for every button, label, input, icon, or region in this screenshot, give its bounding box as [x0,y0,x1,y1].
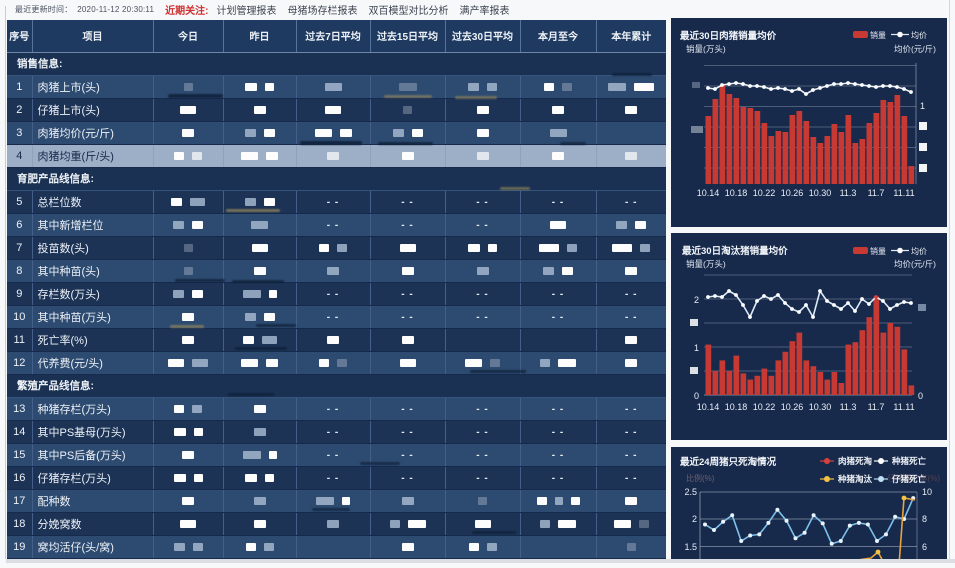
svg-text:10.26: 10.26 [781,188,804,198]
svg-text:销量(万头): 销量(万头) [686,259,726,269]
svg-text:10.26: 10.26 [781,402,804,412]
svg-text:最近30日肉猪销量均价: 最近30日肉猪销量均价 [680,30,777,42]
svg-text:10.30: 10.30 [809,402,832,412]
svg-text:11.7: 11.7 [868,188,885,198]
svg-text:10.30: 10.30 [809,188,832,198]
svg-text:比例(%): 比例(%) [686,473,715,483]
svg-text:10.22: 10.22 [753,402,776,412]
svg-text:0: 0 [918,391,923,401]
svg-text:均价(元/斤): 均价(元/斤) [894,44,936,54]
svg-text:6: 6 [922,542,927,552]
svg-text:种猪淘汰: 种猪淘汰 [837,474,873,484]
svg-text:销量: 销量 [870,246,886,256]
svg-text:11.3: 11.3 [840,402,857,412]
svg-text:10.18: 10.18 [725,188,748,198]
svg-text:10.22: 10.22 [753,188,776,198]
svg-text:11.11: 11.11 [893,188,914,198]
svg-text:2.5: 2.5 [684,487,697,497]
svg-text:1: 1 [920,101,925,111]
svg-text:8: 8 [922,514,927,524]
svg-text:均价: 均价 [911,30,927,40]
svg-text:仔猪死亡: 仔猪死亡 [892,474,927,484]
svg-text:销量(万头): 销量(万头) [686,44,726,54]
svg-text:1: 1 [694,343,699,353]
svg-text:11.3: 11.3 [840,188,857,198]
svg-text:10.14: 10.14 [697,188,720,198]
svg-text:10.18: 10.18 [725,402,748,412]
svg-text:2: 2 [694,295,699,305]
svg-text:均价(元/斤): 均价(元/斤) [894,259,936,269]
svg-text:销量: 销量 [870,30,886,40]
svg-text:10: 10 [922,487,932,497]
svg-text:10.14: 10.14 [697,402,720,412]
svg-text:最近30日淘汰猪销量均价: 最近30日淘汰猪销量均价 [682,245,788,257]
svg-text:均价: 均价 [911,246,927,256]
svg-text:2: 2 [692,514,697,524]
svg-text:种猪死亡: 种猪死亡 [891,456,927,466]
svg-text:最近24周猪只死淘情况: 最近24周猪只死淘情况 [680,456,777,468]
svg-text:1.5: 1.5 [684,542,697,552]
svg-text:肉猪死淘: 肉猪死淘 [838,456,873,466]
svg-text:仔猪死亡率(%): 仔猪死亡率(%) [888,473,941,483]
svg-text:11.11: 11.11 [893,402,914,412]
svg-text:0: 0 [694,391,699,401]
svg-text:11.7: 11.7 [868,402,885,412]
